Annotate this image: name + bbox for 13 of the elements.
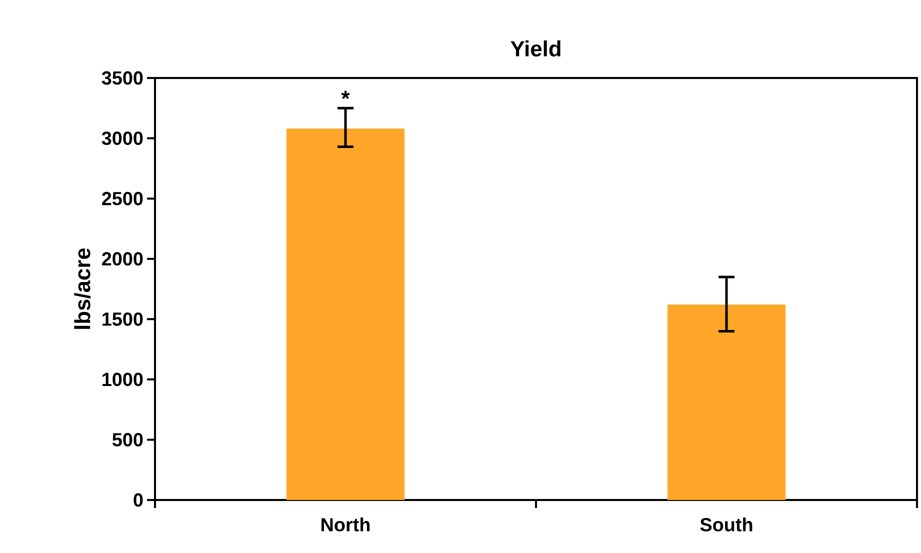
annotation: * xyxy=(341,90,350,100)
y-tick-label: 2500 xyxy=(102,192,143,206)
x-tick-label: South xyxy=(700,518,752,532)
y-tick-label: 1000 xyxy=(102,372,143,386)
chart-title: Yield xyxy=(510,40,560,56)
y-tick-label: 1500 xyxy=(102,312,143,326)
y-tick-label: 3500 xyxy=(102,71,143,85)
x-tick-label: North xyxy=(322,518,370,532)
y-tick-label: 0 xyxy=(134,493,143,507)
y-tick-label: 3000 xyxy=(102,132,143,145)
y-tick-label: 500 xyxy=(112,433,143,446)
y-axis-title: lbs/acre xyxy=(74,248,91,329)
y-tick-label: 2000 xyxy=(102,252,143,266)
